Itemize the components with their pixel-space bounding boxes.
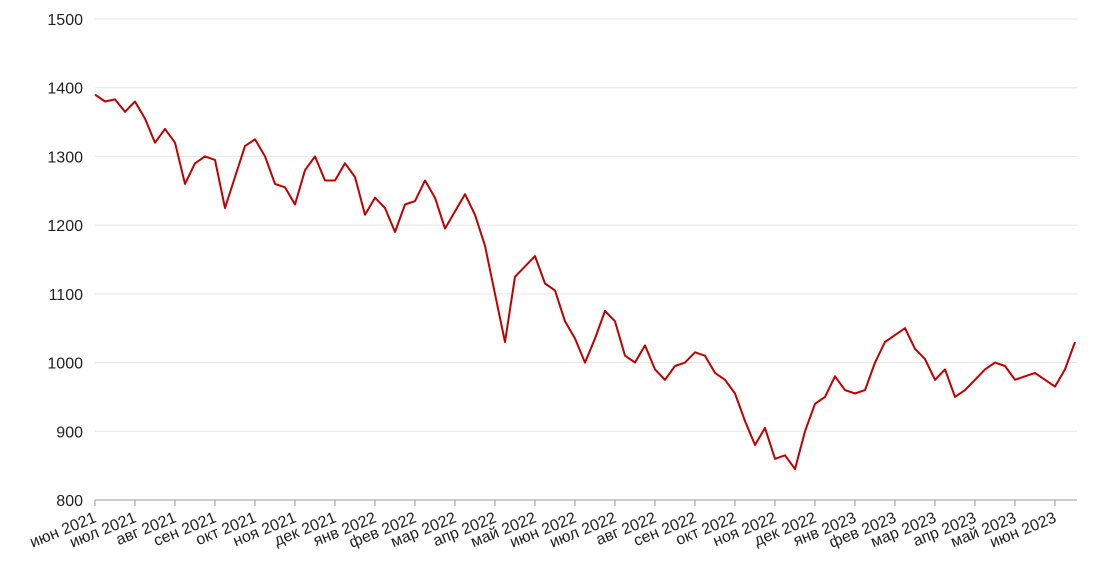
y-tick-label: 1000	[47, 356, 83, 373]
y-tick-label: 1400	[47, 81, 83, 98]
y-tick-label: 1500	[47, 12, 83, 29]
y-tick-label: 900	[56, 424, 83, 441]
y-tick-label: 1300	[47, 149, 83, 166]
price-line	[94, 93, 1076, 471]
y-tick-label: 1100	[49, 287, 84, 304]
y-tick-label: 1200	[47, 218, 83, 235]
y-tick-label: 800	[56, 493, 83, 510]
